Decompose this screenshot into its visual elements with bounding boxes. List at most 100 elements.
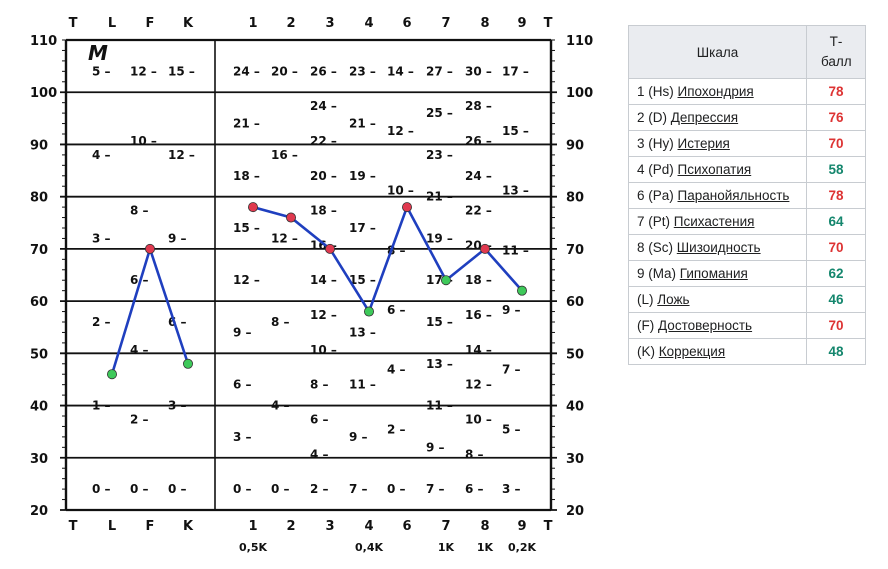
y-tick-label-right: 60 — [566, 295, 584, 310]
raw-score-label: 24 – — [233, 64, 260, 78]
raw-score-label: 18 – — [310, 204, 337, 218]
raw-score-label: 19 – — [349, 169, 376, 183]
table-row: 2 (D) Депрессия 76 — [628, 104, 866, 131]
raw-score-label: 25 – — [426, 106, 453, 120]
top-scale-label: 7 — [441, 16, 450, 31]
raw-score-label: 12 – — [233, 273, 260, 287]
table-row: 3 (Hy) Истерия 70 — [628, 130, 866, 157]
raw-score-label: 22 – — [465, 204, 492, 218]
data-point-4 — [363, 306, 374, 317]
data-point-7 — [440, 275, 451, 286]
bottom-scale-label: 6 — [402, 519, 411, 534]
table-row: (K) Коррекция 48 — [628, 338, 866, 365]
bottom-scale-label: 4 — [364, 519, 373, 534]
y-tick-label-left: 100 — [30, 86, 57, 101]
t-score-value: 70 — [806, 312, 866, 339]
raw-score-label: 15 – — [502, 124, 529, 138]
raw-score-label: 19 – — [426, 231, 453, 245]
scale-name-link[interactable]: Психастения — [673, 214, 755, 229]
raw-score-label: 4 – — [310, 447, 329, 461]
data-point-L — [107, 369, 118, 380]
raw-score-label: 4 – — [271, 399, 290, 413]
raw-score-label: 11 – — [502, 243, 529, 257]
raw-score-label: 12 – — [168, 148, 195, 162]
table-row: 6 (Pa) Паранойяльность 78 — [628, 182, 866, 209]
scale-name-link[interactable]: Ипохондрия — [677, 84, 754, 99]
scale-name-link[interactable]: Шизоидность — [676, 240, 761, 255]
t-score-header-text: Т-балл — [821, 34, 852, 69]
table-header-row: Шкала Т-балл — [628, 25, 866, 79]
scale-code: 1 (Hs) — [637, 84, 674, 99]
raw-score-label: 20 – — [271, 64, 298, 78]
table-row: 4 (Pd) Психопатия 58 — [628, 156, 866, 183]
y-tick-label-right: 70 — [566, 243, 584, 258]
t-score-value: 70 — [806, 234, 866, 261]
top-scale-label: 6 — [402, 16, 411, 31]
raw-score-label: 15 – — [168, 64, 195, 78]
raw-score-label: 18 – — [465, 273, 492, 287]
raw-score-label: 16 – — [271, 148, 298, 162]
bottom-scale-label: 1 — [248, 519, 257, 534]
y-tick-label-right: 20 — [566, 504, 584, 519]
raw-score-label: 0 – — [168, 482, 187, 496]
raw-score-label: 10 – — [387, 184, 414, 198]
t-score-value: 58 — [806, 156, 866, 183]
bottom-scale-label: K — [183, 519, 194, 534]
scale-name-link[interactable]: Коррекция — [658, 344, 726, 359]
y-tick-label-left: 40 — [30, 400, 48, 415]
raw-score-label: 14 – — [310, 273, 337, 287]
raw-score-label: 13 – — [349, 325, 376, 339]
raw-score-label: 11 – — [426, 399, 453, 413]
raw-score-label: 2 – — [92, 315, 111, 329]
raw-score-label: 2 – — [130, 412, 149, 426]
raw-score-label: 21 – — [426, 190, 453, 204]
raw-score-label: 26 – — [310, 64, 337, 78]
raw-score-label: 14 – — [465, 343, 492, 357]
raw-score-label: 9 – — [426, 440, 445, 454]
data-point-3 — [324, 243, 335, 254]
scale-name-link[interactable]: Паранойяльность — [677, 188, 790, 203]
y-tick-label-right: 90 — [566, 138, 584, 153]
scale-name-link[interactable]: Психопатия — [677, 162, 752, 177]
raw-score-label: 5 – — [502, 422, 521, 436]
raw-score-label: 24 – — [310, 99, 337, 113]
data-point-K — [182, 358, 193, 369]
scale-code: 3 (Hy) — [637, 136, 674, 151]
scale-code: (F) — [637, 318, 655, 333]
mmpi-profile-chart: 110 100 90 80 70 60 50 40 30 20 110 100 90 80 70 60 50 40… — [30, 16, 594, 554]
top-scale-label: T — [544, 16, 553, 31]
scale-code: 7 (Pt) — [637, 214, 671, 229]
data-point-8 — [479, 243, 490, 254]
bottom-scale-label: 8 — [480, 519, 489, 534]
bottom-scale-label: L — [108, 519, 116, 534]
raw-score-label: 9 – — [349, 430, 368, 444]
scale-name-link[interactable]: Истерия — [677, 136, 730, 151]
k-correction-label: 1K — [477, 541, 494, 554]
raw-score-label: 8 – — [465, 447, 484, 461]
scale-column-header: Шкала — [628, 25, 807, 79]
raw-score-label: 13 – — [502, 184, 529, 198]
table-row: (L) Ложь 46 — [628, 286, 866, 313]
scale-name-link[interactable]: Гипомания — [679, 266, 748, 281]
raw-score-label: 7 – — [502, 363, 521, 377]
scale-name-link[interactable]: Достоверность — [658, 318, 753, 333]
scale-name-link[interactable]: Ложь — [657, 292, 690, 307]
scale-code: 2 (D) — [637, 110, 667, 125]
profile-line — [252, 205, 523, 313]
scale-name-link[interactable]: Депрессия — [670, 110, 739, 125]
y-tick-label-right: 80 — [566, 191, 584, 206]
raw-score-label: 20 – — [310, 169, 337, 183]
data-point-F — [144, 243, 155, 254]
raw-score-label: 2 – — [310, 482, 329, 496]
table-row: 9 (Ma) Гипомания 62 — [628, 260, 866, 287]
scale-table-body: 1 (Hs) Ипохондрия 78 2 (D) Депрессия 76 3 (H… — [628, 78, 866, 365]
y-tick-label-right: 100 — [566, 86, 593, 101]
scale-name-cell: (F) Достоверность — [628, 312, 807, 339]
bottom-scale-label: T — [69, 519, 78, 534]
profile-chart-svg: 1101009080706050403020110100908070605040… — [30, 16, 594, 554]
t-score-value: 78 — [806, 78, 866, 105]
raw-score-label: 11 – — [349, 378, 376, 392]
raw-score-label: 8 – — [130, 204, 149, 218]
data-point-9 — [517, 285, 528, 296]
raw-score-label: 26 – — [465, 134, 492, 148]
